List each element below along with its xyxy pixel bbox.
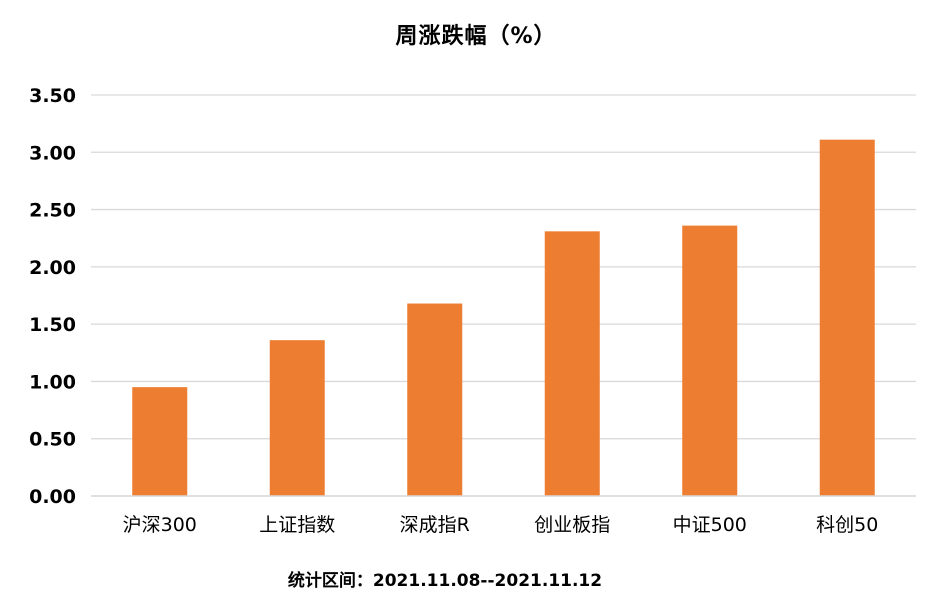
y-tick-label: 0.00 — [29, 486, 76, 508]
bar-4 — [682, 225, 738, 496]
bar-1 — [269, 340, 325, 496]
y-tick-label: 1.00 — [29, 371, 76, 393]
x-tick-label: 上证指数 — [259, 514, 335, 536]
y-tick-label: 0.50 — [29, 429, 76, 451]
y-tick-label: 2.00 — [29, 257, 76, 279]
x-tick-label: 中证500 — [673, 514, 747, 536]
chart-footnote: 统计区间：2021.11.08--2021.11.12 — [287, 571, 603, 591]
y-tick-label: 3.00 — [29, 142, 76, 164]
x-tick-label: 深成指R — [400, 514, 470, 536]
y-tick-label: 2.50 — [29, 200, 76, 222]
x-tick-label: 沪深300 — [123, 514, 197, 536]
x-tick-label: 科创50 — [816, 514, 878, 536]
y-tick-label: 1.50 — [29, 314, 76, 336]
bar-2 — [407, 303, 463, 496]
bar-0 — [132, 387, 188, 496]
x-tick-label: 创业板指 — [534, 514, 610, 536]
bar-3 — [544, 231, 600, 496]
bar-5 — [819, 139, 875, 496]
y-tick-label: 3.50 — [29, 85, 76, 107]
chart-title: 周涨跌幅（%） — [395, 24, 557, 49]
